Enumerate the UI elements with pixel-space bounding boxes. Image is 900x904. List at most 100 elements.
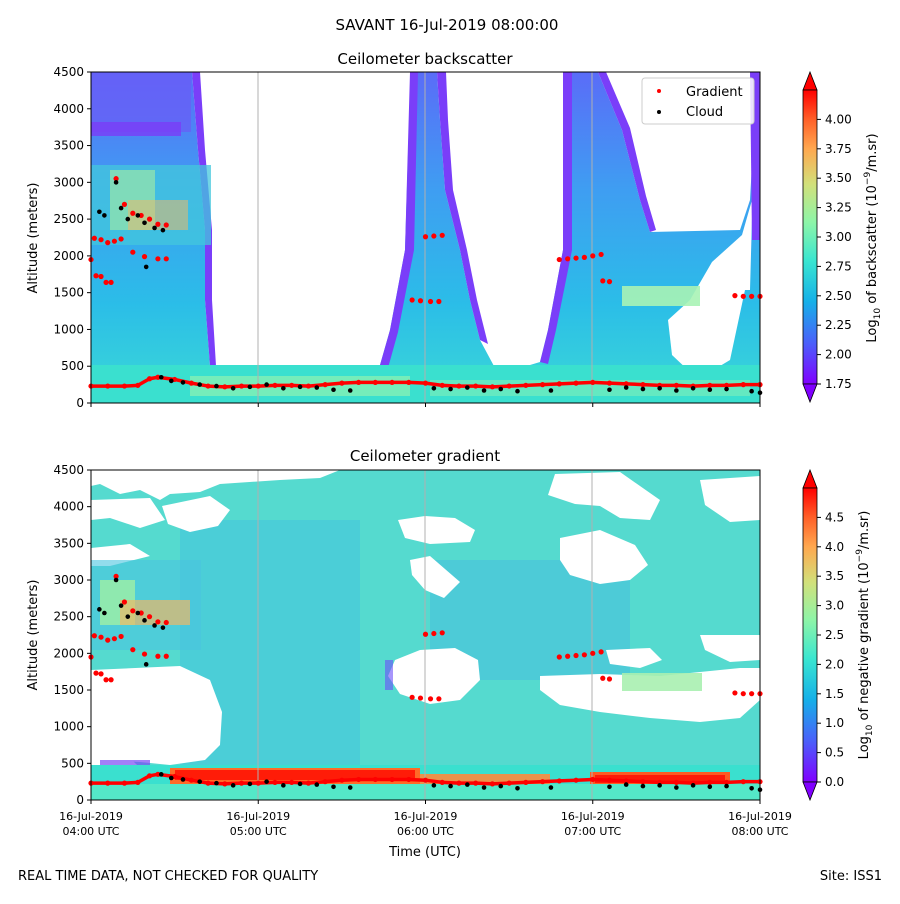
- gradient-point: [606, 279, 613, 285]
- gradient-point: [417, 298, 424, 304]
- gradient-point: [118, 236, 124, 242]
- colorbar-tick-label: 1.0: [825, 716, 844, 730]
- cloud-point: [264, 779, 269, 784]
- y-tick-label: 2000: [53, 646, 84, 660]
- gradient-point: [155, 256, 161, 262]
- cloud-point: [498, 783, 504, 789]
- gradient-point: [431, 630, 437, 637]
- colorbar-tick-label: 0.0: [825, 775, 844, 789]
- cloud-point: [331, 784, 336, 790]
- gradient-trace: [136, 774, 152, 785]
- gradient-trace: [407, 380, 428, 385]
- colorbar-tick-label: 4.5: [825, 510, 844, 524]
- cloud-point: [142, 220, 147, 226]
- cloud-point: [160, 625, 166, 630]
- cloud-point: [623, 385, 629, 390]
- cloud-point: [431, 385, 437, 391]
- gradient-trace: [122, 780, 140, 785]
- gradient-trace: [574, 777, 595, 782]
- backscatter-colorbar: [802, 70, 818, 404]
- cloud-point: [448, 783, 453, 789]
- gradient-point: [130, 647, 136, 653]
- y-tick-label: 4000: [53, 500, 84, 514]
- cloud-point: [431, 783, 437, 788]
- y-tick-label: 500: [61, 756, 84, 770]
- cloud-point: [143, 662, 149, 667]
- y-tick-label: 0: [76, 396, 84, 410]
- cloud-point: [690, 385, 696, 391]
- gradient-point: [740, 293, 746, 299]
- cloud-point: [197, 382, 203, 387]
- gradient-ylabel: Altitude (meters): [26, 580, 41, 691]
- gradient-point: [439, 630, 445, 636]
- cloud-point: [125, 216, 131, 222]
- legend: Gradient Cloud: [641, 77, 755, 125]
- cloud-point: [125, 614, 131, 619]
- backscatter-x-ticks: [90, 403, 761, 407]
- gradient-point: [732, 690, 738, 696]
- colorbar-tick-label: 4.0: [825, 540, 844, 554]
- gradient-point: [749, 691, 755, 697]
- cloud-point: [168, 378, 174, 384]
- gradient-trace: [540, 779, 562, 784]
- gradient-point: [146, 216, 153, 222]
- gradient-point: [431, 233, 437, 239]
- y-tick-label: 3000: [53, 175, 84, 189]
- colorbar-tick-label: 2.00: [825, 348, 852, 362]
- cloud-point: [623, 782, 629, 787]
- gradient-point: [581, 652, 587, 658]
- gradient-point: [105, 637, 111, 643]
- gradient-x-axis: 16-Jul-2019 04:00 UTC 16-Jul-2019 05:00 UTC…: [59, 800, 792, 838]
- backscatter-cloud-points: [97, 180, 763, 396]
- gradient-trace: [490, 781, 511, 786]
- x-tick-time: 04:00 UTC: [62, 825, 119, 838]
- gradient-point: [141, 254, 148, 260]
- gradient-point: [93, 670, 99, 676]
- gradient-point: [155, 619, 161, 625]
- x-tick-date: 16-Jul-2019: [59, 810, 123, 823]
- gradient-point: [732, 293, 738, 299]
- gradient-point: [108, 279, 114, 285]
- gradient-point: [163, 619, 169, 626]
- gradient-colorbar-ticks: 0.0 0.5 1.0 1.5 2.0 2.5 3.0 3.5 4.0 4.5: [817, 510, 844, 789]
- cloud-point: [118, 603, 124, 608]
- gradient-point: [98, 634, 104, 640]
- colorbar-tick-label: 2.50: [825, 289, 852, 303]
- gradient-trace: [407, 777, 428, 782]
- cloud-point: [143, 264, 149, 270]
- gradient-point: [113, 573, 119, 579]
- cloud-point: [97, 607, 102, 612]
- gradient-point: [427, 696, 434, 702]
- cloud-point: [281, 385, 286, 391]
- gradient-point: [98, 671, 104, 677]
- y-tick-label: 2000: [53, 249, 84, 263]
- gradient-trace: [607, 381, 628, 386]
- gradient-trace: [323, 381, 344, 387]
- backscatter-colorbar-ticks: 1.75 2.00 2.25 2.50 2.75 3.00 3.25 3.50 3.75 4.00: [817, 112, 852, 391]
- y-tick-label: 1500: [53, 683, 84, 697]
- cloud-point: [102, 213, 107, 218]
- y-tick-label: 4500: [53, 463, 84, 477]
- cloud-point: [142, 618, 147, 623]
- cloud-point: [515, 785, 520, 791]
- gradient-y-axis: 0 500 1000 1500 2000 2500 3000 3500 4000 4500: [53, 463, 91, 807]
- y-tick-label: 500: [61, 359, 84, 373]
- cloud-point: [180, 380, 186, 385]
- cloud-point: [152, 225, 157, 231]
- cloud-point: [135, 213, 141, 218]
- gradient-trace: [473, 781, 495, 786]
- gradient-point: [163, 256, 169, 262]
- cloud-point: [690, 783, 696, 788]
- gradient-trace: [423, 381, 444, 388]
- x-tick-time: 07:00 UTC: [564, 825, 621, 838]
- x-tick-time: 08:00 UTC: [731, 825, 788, 838]
- colorbar-tick-label: 3.25: [825, 201, 852, 215]
- gradient-trace: [624, 779, 645, 784]
- x-tick-date: 16-Jul-2019: [226, 810, 290, 823]
- backscatter-y-axis: 0 500 1000 1500 2000 2500 3000 3500 4000 4500: [53, 65, 91, 410]
- cloud-point: [498, 386, 504, 392]
- gradient-point: [573, 255, 579, 261]
- cloud-point: [724, 783, 729, 789]
- y-tick-label: 1000: [53, 322, 84, 336]
